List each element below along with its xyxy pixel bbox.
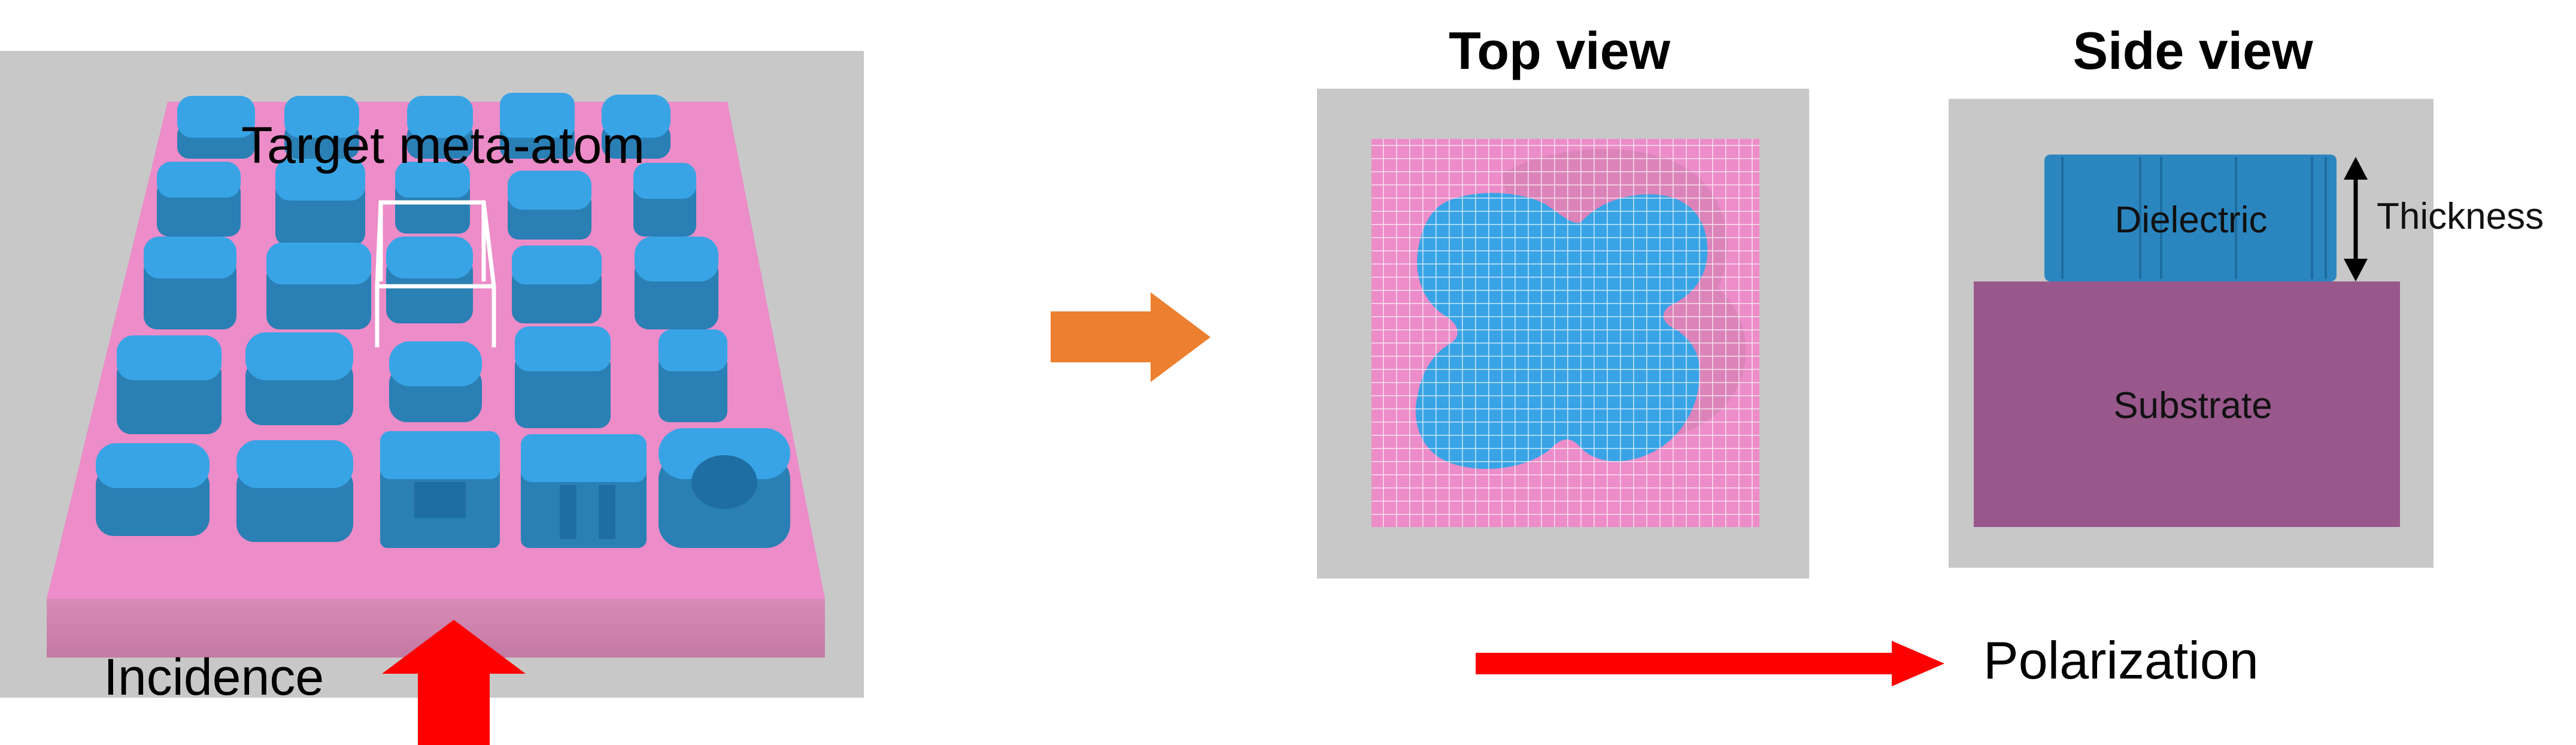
meta-atom — [407, 96, 473, 159]
side-view-title: Side view — [2073, 21, 2313, 80]
meta-atom — [659, 428, 790, 548]
meta-atom — [177, 96, 255, 159]
meta-atom — [512, 246, 602, 323]
meta-atom — [386, 237, 473, 323]
top-view-title: Top view — [1449, 21, 1671, 80]
side-view-panel: Side view Dielectric Substrate Thickness — [1949, 21, 2544, 568]
top-view-panel: Top view — [1317, 21, 1809, 579]
meta-atom — [144, 237, 236, 329]
dielectric-block — [2044, 155, 2337, 281]
meta-atom-array — [96, 93, 790, 548]
meta-atom — [245, 332, 353, 425]
dielectric-texture — [2061, 157, 2327, 279]
target-meta-atom-label: Target meta-atom — [241, 117, 645, 174]
meta-atom — [635, 237, 718, 329]
substrate-block — [1974, 281, 2400, 527]
meta-atom — [380, 431, 500, 548]
substrate-label: Substrate — [2113, 385, 2272, 426]
meta-atom — [395, 162, 470, 234]
substrate-slab-front — [47, 599, 825, 658]
polarization-arrow-icon — [1476, 641, 1944, 686]
meta-atom — [500, 93, 575, 159]
meta-atom — [633, 163, 696, 237]
meta-atom — [659, 329, 727, 422]
metasurface-3d-panel: Target meta-atom Incidence — [0, 51, 864, 745]
meta-atom — [266, 243, 371, 329]
meta-atom — [96, 443, 210, 536]
flow-arrow-icon — [1051, 292, 1210, 382]
thickness-arrow-icon — [2344, 157, 2368, 281]
meta-atom — [515, 326, 611, 428]
thickness-label: Thickness — [2377, 196, 2544, 237]
target-meta-atom-box — [375, 200, 496, 347]
meta-atom — [389, 341, 482, 422]
polarization-label: Polarization — [1983, 631, 2259, 690]
incidence-label: Incidence — [104, 649, 324, 706]
dielectric-label: Dielectric — [2115, 199, 2268, 241]
meta-atom — [275, 159, 365, 246]
meta-atom — [602, 95, 670, 159]
meta-atom — [157, 162, 241, 237]
top-view-grid — [1372, 139, 1759, 527]
meta-atom — [236, 440, 353, 542]
meta-atom — [117, 335, 222, 434]
incidence-arrow-icon — [382, 620, 526, 745]
meta-atom — [521, 434, 647, 548]
meta-atom — [508, 171, 591, 240]
polarization-indicator: Polarization — [1476, 631, 2259, 690]
meta-atom — [284, 96, 359, 159]
